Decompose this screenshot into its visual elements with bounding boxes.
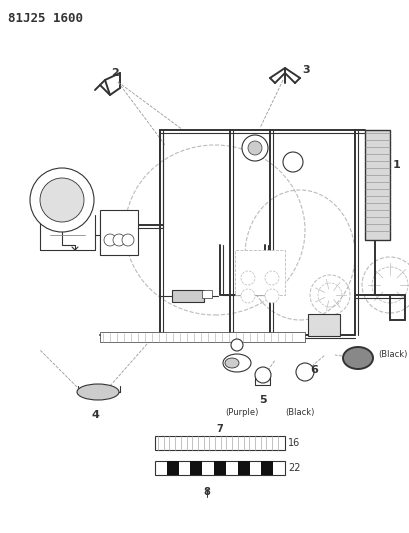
Text: 2: 2 [111,68,119,78]
Text: (Black): (Black) [378,351,407,359]
Circle shape [231,339,243,351]
Bar [155,436,285,450]
Text: (Black): (Black) [285,408,315,417]
Circle shape [283,152,303,172]
Bar [100,332,305,342]
Bar [238,461,249,475]
Text: 6: 6 [310,365,318,375]
Circle shape [113,234,125,246]
Circle shape [265,271,279,285]
Ellipse shape [343,347,373,369]
Text: 81J25 1600: 81J25 1600 [8,12,83,25]
Text: 5: 5 [259,395,267,405]
Bar [308,314,340,336]
Bar [365,130,390,240]
Bar [261,461,273,475]
Circle shape [122,234,134,246]
Text: 4: 4 [91,410,99,420]
Bar [191,461,202,475]
Circle shape [241,289,255,303]
Bar [172,290,204,302]
Bar [155,461,285,475]
Text: (Purple): (Purple) [225,408,258,417]
Circle shape [40,178,84,222]
Ellipse shape [77,384,119,400]
Text: 8: 8 [204,487,211,497]
Bar [202,290,212,298]
Bar [235,250,285,295]
Bar [214,461,226,475]
Bar [167,461,179,475]
Circle shape [104,234,116,246]
Text: 3: 3 [302,65,310,75]
Circle shape [30,168,94,232]
Circle shape [248,141,262,155]
Text: 22: 22 [288,463,301,473]
Bar [100,210,138,255]
Ellipse shape [225,358,239,368]
Circle shape [265,289,279,303]
Circle shape [241,271,255,285]
Text: 7: 7 [217,424,223,434]
Text: 1: 1 [393,160,401,170]
Circle shape [255,367,271,383]
Text: 16: 16 [288,438,300,448]
Circle shape [242,135,268,161]
Circle shape [296,363,314,381]
Ellipse shape [223,354,251,372]
